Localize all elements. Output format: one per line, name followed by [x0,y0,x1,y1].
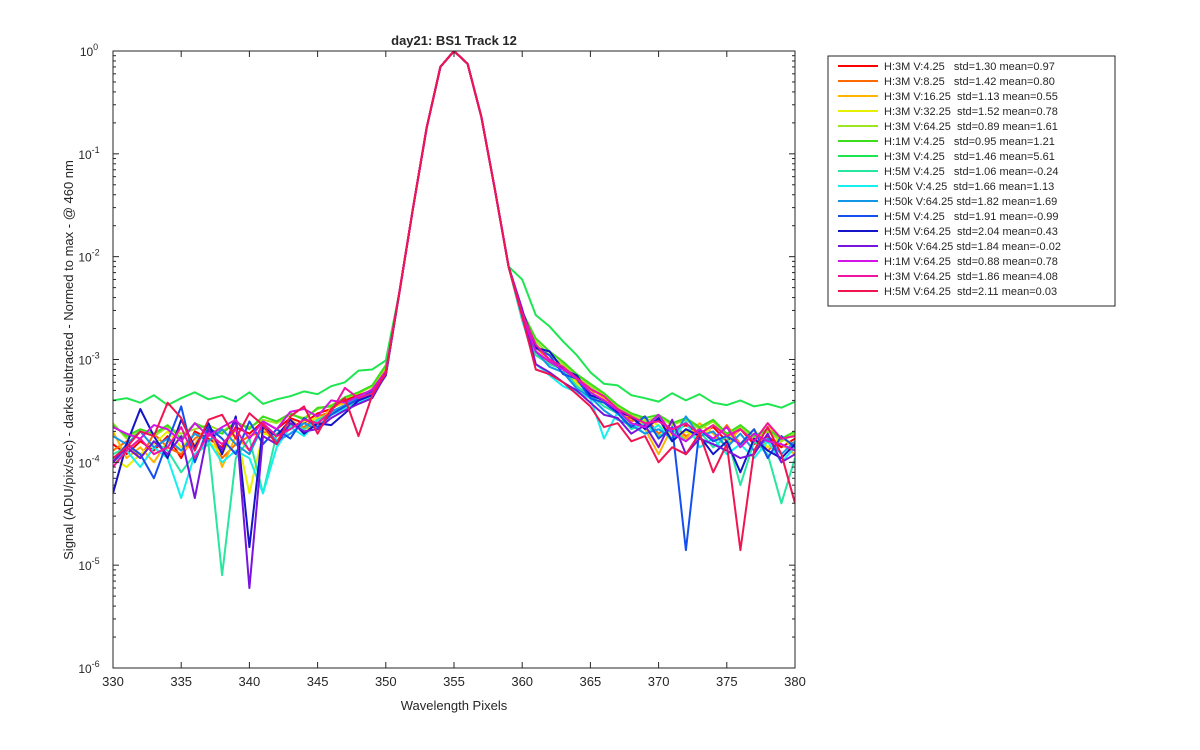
legend-label-12: H:5M V:64.25 std=2.04 mean=0.43 [884,226,1058,238]
x-tick-label: 375 [716,674,738,689]
legend-label-8: H:5M V:4.25 std=1.06 mean=-0.24 [884,166,1058,178]
y-tick-base: 10 [78,456,92,470]
y-tick-exponent: -5 [92,556,100,566]
y-tick-exponent: 0 [93,42,98,52]
x-tick-label: 345 [307,674,329,689]
series-line-2 [113,51,795,460]
x-tick-label: 365 [580,674,602,689]
x-tick-label: 340 [239,674,261,689]
y-tick-exponent: -6 [92,659,100,669]
series-line-9 [113,51,795,499]
y-tick-label: 100 [80,42,98,59]
x-axis-label: Wavelength Pixels [401,698,508,713]
legend-label-2: H:3M V:8.25 std=1.42 mean=0.80 [884,76,1055,88]
legend-label-10: H:50k V:64.25 std=1.82 mean=1.69 [884,196,1057,208]
y-tick-label: 10-3 [78,351,99,368]
series-line-15 [113,51,795,468]
plot-area [113,51,795,668]
y-tick-base: 10 [78,251,92,265]
y-tick-exponent: -3 [92,351,100,361]
x-tick-label: 360 [511,674,533,689]
y-tick-base: 10 [80,45,94,59]
x-tick-label: 335 [170,674,192,689]
y-tick-label: 10-1 [78,145,99,162]
y-tick-label: 10-2 [78,248,99,265]
y-tick-base: 10 [78,148,92,162]
legend-label-1: H:3M V:4.25 std=1.30 mean=0.97 [884,61,1055,73]
x-axis: 330 335 340 345 350 355 360 365 370 375 380 [102,51,806,689]
series-line-3 [113,51,795,468]
y-tick-exponent: -2 [92,248,100,258]
legend: H:3M V:4.25 std=1.30 mean=0.97 H:3M V:8.2… [827,55,1116,307]
chart-title: day21: BS1 Track 12 [391,33,517,48]
y-tick-base: 10 [78,354,92,368]
legend-label-4: H:3M V:32.25 std=1.52 mean=0.78 [884,106,1058,118]
legend-box [827,55,1116,307]
series-line-10 [113,51,795,456]
legend-label-11: H:5M V:4.25 std=1.91 mean=-0.99 [884,211,1058,223]
legend-label-13: H:50k V:64.25 std=1.84 mean=-0.02 [884,241,1061,253]
x-tick-label: 330 [102,674,124,689]
legend-label-5: H:3M V:64.25 std=0.89 mean=1.61 [884,121,1058,133]
x-tick-label: 370 [648,674,670,689]
legend-label-16: H:5M V:64.25 std=2.11 mean=0.03 [884,286,1057,298]
series-line-8 [113,51,795,577]
x-tick-label: 350 [375,674,397,689]
series-line-7 [113,51,795,409]
y-tick-base: 10 [78,662,92,676]
y-tick-exponent: -1 [92,145,100,155]
legend-label-14: H:1M V:64.25 std=0.88 mean=0.78 [884,256,1058,268]
legend-label-6: H:1M V:4.25 std=0.95 mean=1.21 [884,136,1055,148]
y-tick-label: 10-6 [78,659,99,676]
series-line-6 [113,51,795,440]
y-tick-exponent: -4 [92,453,100,463]
x-tick-label: 355 [443,674,465,689]
legend-label-9: H:50k V:4.25 std=1.66 mean=1.13 [884,181,1054,193]
x-tick-label: 380 [784,674,806,689]
y-tick-base: 10 [78,559,92,573]
series-layer [113,51,795,589]
series-line-16 [113,51,795,552]
legend-label-3: H:3M V:16.25 std=1.13 mean=0.55 [884,91,1058,103]
legend-label-15: H:3M V:64.25 std=1.86 mean=4.08 [884,271,1058,283]
y-tick-label: 10-4 [78,453,99,470]
y-tick-label: 10-5 [78,556,99,573]
legend-label-7: H:3M V:4.25 std=1.46 mean=5.61 [884,151,1055,163]
y-axis-label: Signal (ADU/pix/sec) - darks subtracted … [61,160,76,560]
